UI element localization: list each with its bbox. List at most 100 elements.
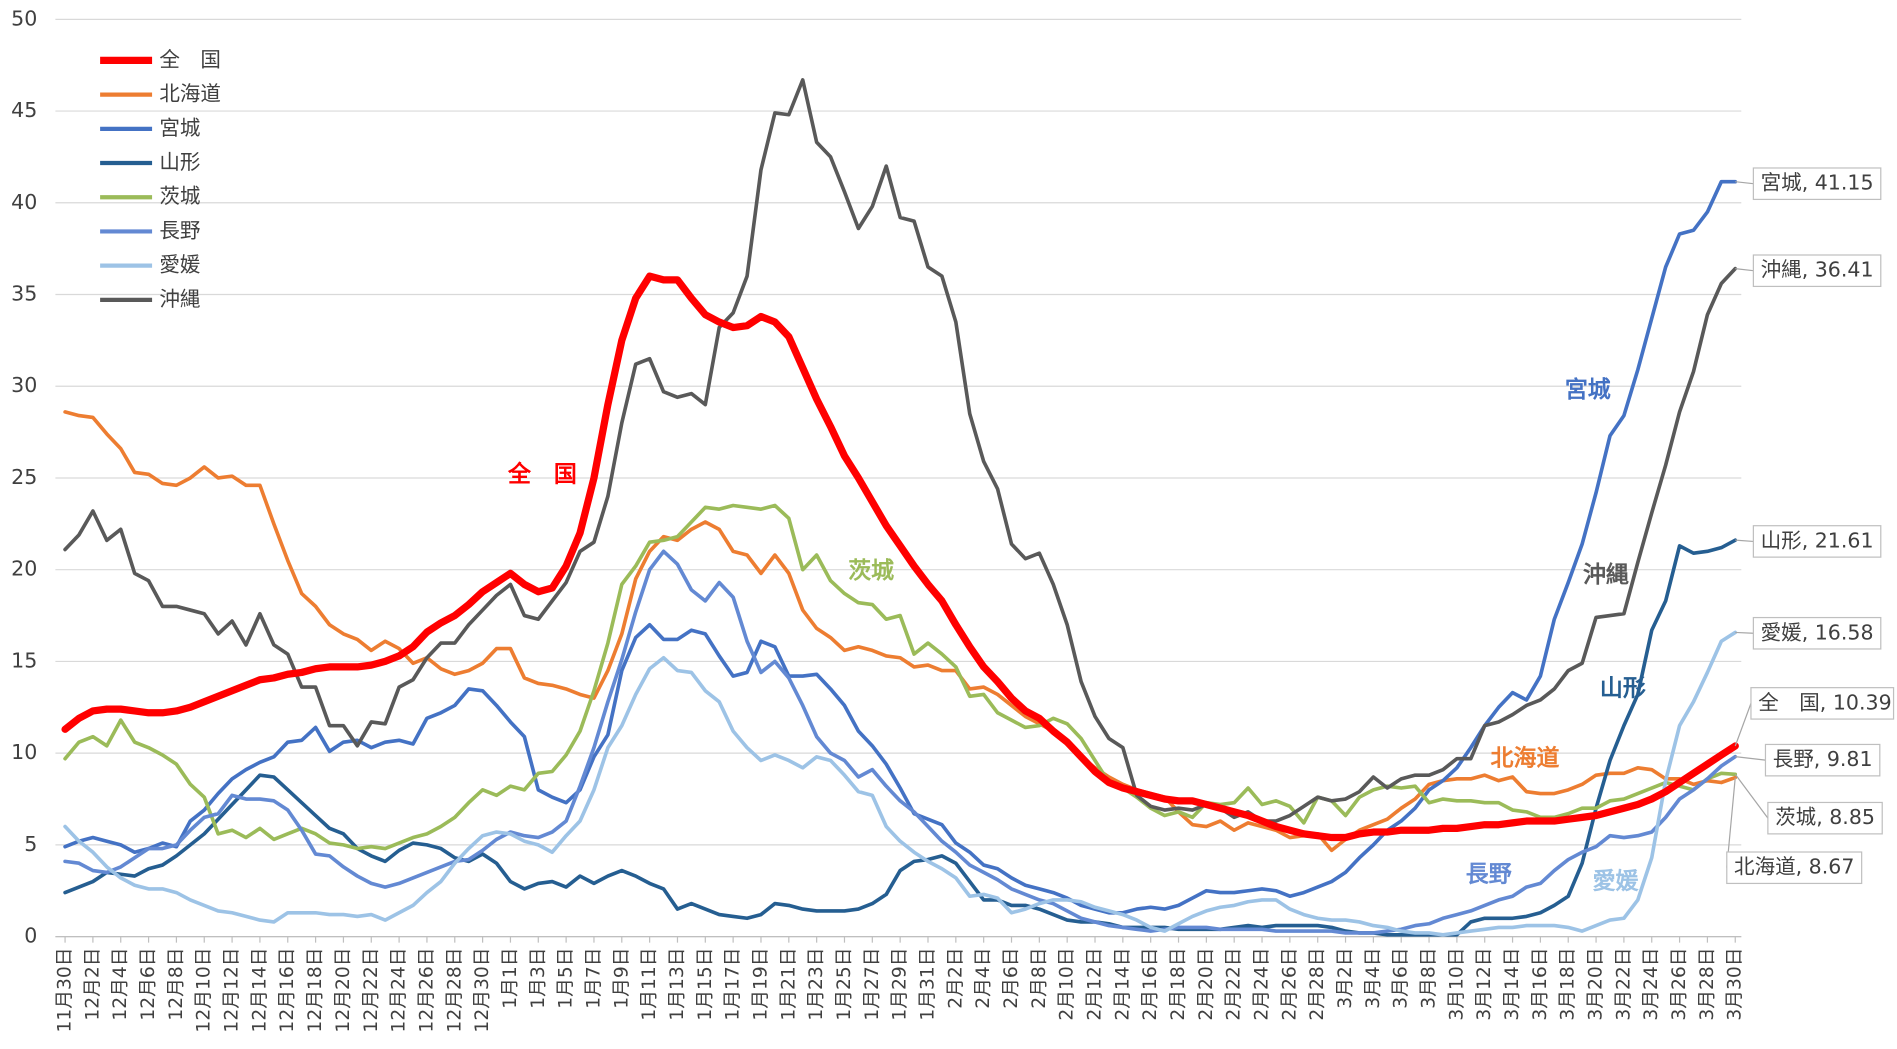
x-tick-label: 1月21日 xyxy=(778,947,799,1020)
series-line xyxy=(61,272,1739,842)
x-tick-label: 12月30日 xyxy=(472,947,493,1032)
x-tick-label: 1月11日 xyxy=(639,947,660,1020)
callout-box xyxy=(1752,616,1882,650)
x-tick-label: 2月20日 xyxy=(1196,947,1217,1020)
callout-box xyxy=(1752,254,1882,288)
series-label: 北海道 xyxy=(1491,744,1560,771)
x-tick-label: 1月3日 xyxy=(528,947,549,1008)
callout-leader xyxy=(1735,268,1754,272)
end-callout: 山形, 21.61 xyxy=(1735,525,1882,558)
x-tick-label: 2月4日 xyxy=(973,947,994,1008)
end-label: 沖縄, 36.41 xyxy=(1761,258,1874,282)
x-tick-label: 2月12日 xyxy=(1085,947,1106,1020)
series-label: 長野 xyxy=(1466,861,1512,887)
series-line xyxy=(63,179,1738,915)
legend-label: 茨城 xyxy=(159,184,200,208)
series-line xyxy=(63,549,1738,935)
x-tick-label: 3月26日 xyxy=(1669,947,1690,1020)
x-tick-label: 2月2日 xyxy=(945,947,966,1008)
y-tick-label: 40 xyxy=(11,190,37,214)
end-label: 長野, 9.81 xyxy=(1773,747,1873,771)
y-tick-label: 25 xyxy=(11,465,37,489)
x-tick-label: 2月22日 xyxy=(1224,947,1245,1020)
x-tick-label: 12月2日 xyxy=(82,947,103,1020)
x-tick-label: 12月26日 xyxy=(416,947,437,1032)
x-tick-label: 1月27日 xyxy=(862,947,883,1020)
y-tick-label: 35 xyxy=(11,282,37,306)
series-label: 沖縄 xyxy=(1583,562,1629,588)
end-callout: 愛媛, 16.58 xyxy=(1735,616,1882,650)
x-tick-label: 2月14日 xyxy=(1112,947,1133,1020)
x-tick-label: 1月1日 xyxy=(500,947,521,1008)
end-label: 山形, 21.61 xyxy=(1761,528,1874,552)
end-callout: 宮城, 41.15 xyxy=(1735,167,1882,201)
legend-label: 長野 xyxy=(159,218,200,242)
callout-box xyxy=(1750,687,1895,720)
end-callout: 長野, 9.81 xyxy=(1735,743,1881,777)
series-line xyxy=(63,630,1738,937)
x-tick-label: 12月14日 xyxy=(249,947,270,1032)
x-tick-label: 1月15日 xyxy=(695,947,716,1020)
x-tick-label: 11月30日 xyxy=(55,947,76,1032)
legend-label: 北海道 xyxy=(159,82,221,106)
x-tick-label: 3月16日 xyxy=(1530,947,1551,1020)
y-tick-label: 15 xyxy=(11,648,37,672)
x-tick-label: 2月6日 xyxy=(1001,947,1022,1008)
x-tick-label: 3月22日 xyxy=(1613,947,1634,1020)
series-label: 茨城 xyxy=(848,557,894,584)
end-label: 北海道, 8.67 xyxy=(1734,855,1854,879)
callout-box xyxy=(1726,851,1863,885)
series-line xyxy=(63,503,1738,851)
x-tick-label: 1月9日 xyxy=(611,947,632,1008)
x-tick-label: 12月24日 xyxy=(389,947,410,1032)
end-label: 愛媛, 16.58 xyxy=(1761,620,1874,644)
series-label: 愛媛 xyxy=(1593,868,1640,895)
series-line xyxy=(63,78,1738,823)
legend-label: 愛媛 xyxy=(159,253,200,277)
callout-leader xyxy=(1735,181,1754,185)
x-tick-label: 3月28日 xyxy=(1697,947,1718,1020)
x-tick-label: 3月24日 xyxy=(1641,947,1662,1020)
x-tick-label: 3月18日 xyxy=(1558,947,1579,1020)
series-label: 宮城 xyxy=(1565,376,1611,403)
end-label: 全 国, 10.39 xyxy=(1758,690,1891,714)
y-tick-label: 50 xyxy=(11,6,37,30)
y-tick-label: 5 xyxy=(24,832,37,856)
callout-leader xyxy=(1734,703,1752,747)
callout-leader xyxy=(1735,539,1754,543)
series-line xyxy=(63,410,1738,853)
callout-box xyxy=(1752,167,1882,201)
series-label: 全 国 xyxy=(507,460,577,487)
end-callout: 北海道, 8.67 xyxy=(1726,777,1863,885)
x-tick-label: 12月20日 xyxy=(333,947,354,1032)
x-tick-label: 3月10日 xyxy=(1446,947,1467,1020)
legend-label: 全 国 xyxy=(159,47,221,71)
x-tick-label: 1月25日 xyxy=(834,947,855,1020)
series-label: 山形 xyxy=(1600,675,1646,701)
x-tick-label: 1月29日 xyxy=(890,947,911,1020)
x-tick-label: 3月6日 xyxy=(1391,947,1412,1008)
x-tick-label: 12月12日 xyxy=(222,947,243,1032)
series-line xyxy=(63,538,1738,937)
x-tick-label: 3月14日 xyxy=(1502,947,1523,1020)
callout-leader xyxy=(1735,756,1766,761)
callout-leader xyxy=(1735,631,1754,634)
x-tick-label: 12月8日 xyxy=(166,947,187,1020)
end-callout: 茨城, 8.85 xyxy=(1734,773,1883,835)
end-label: 茨城, 8.85 xyxy=(1775,805,1875,829)
x-tick-label: 12月16日 xyxy=(277,947,298,1032)
x-tick-label: 1月5日 xyxy=(556,947,577,1008)
y-tick-label: 20 xyxy=(11,557,37,581)
x-tick-label: 1月19日 xyxy=(750,947,771,1020)
x-tick-label: 3月20日 xyxy=(1586,947,1607,1020)
x-tick-label: 12月18日 xyxy=(305,947,326,1032)
callout-box xyxy=(1767,801,1883,835)
end-callout: 沖縄, 36.41 xyxy=(1735,254,1882,288)
x-tick-label: 3月8日 xyxy=(1419,947,1440,1008)
x-tick-label: 12月22日 xyxy=(361,947,382,1032)
x-tick-label: 2月10日 xyxy=(1057,947,1078,1020)
x-tick-label: 3月2日 xyxy=(1335,947,1356,1008)
x-tick-label: 2月28日 xyxy=(1307,947,1328,1020)
